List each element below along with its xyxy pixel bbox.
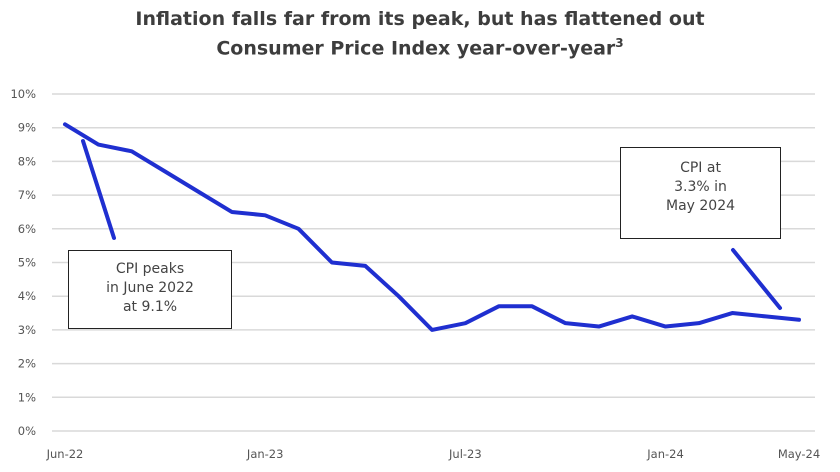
annotation-line: in June 2022 — [106, 280, 194, 296]
x-tick-label: May-24 — [778, 447, 820, 461]
y-tick-label: 9% — [18, 121, 36, 135]
x-tick-label: Jan-23 — [246, 447, 284, 461]
annotation-peak: CPI peaks in June 2022 at 9.1% — [68, 250, 232, 329]
annotation-line: CPI peaks — [115, 261, 185, 277]
y-tick-label: 1% — [18, 390, 36, 404]
x-tick-label: Jan-24 — [646, 447, 684, 461]
chart-subtitle: Consumer Price Index year-over-year3 — [0, 36, 840, 59]
y-tick-label: 0% — [18, 424, 36, 438]
y-tick-label: 6% — [18, 222, 36, 236]
footnote-marker: 3 — [615, 36, 624, 50]
y-tick-label: 8% — [18, 154, 36, 168]
y-tick-label: 5% — [18, 256, 36, 270]
annotation-line: CPI at — [680, 160, 721, 176]
y-tick-label: 7% — [18, 188, 36, 202]
subtitle-text: Consumer Price Index year-over-year — [216, 37, 616, 60]
annotation-latest: CPI at 3.3% in May 2024 — [620, 147, 781, 239]
annotation-pointer — [81, 139, 116, 240]
annotation-line: May 2024 — [665, 198, 736, 214]
y-tick-label: 10% — [10, 87, 36, 101]
chart-title: Inflation falls far from its peak, but h… — [135, 8, 705, 30]
annotation-line: at 9.1% — [122, 299, 178, 315]
annotation-pointer — [731, 248, 782, 310]
annotation-line: 3.3% in — [674, 179, 727, 195]
x-tick-label: Jul-23 — [448, 447, 482, 461]
y-tick-label: 3% — [18, 323, 36, 337]
y-tick-label: 4% — [18, 289, 36, 303]
x-tick-label: Jun-22 — [46, 447, 84, 461]
y-tick-label: 2% — [18, 357, 36, 371]
